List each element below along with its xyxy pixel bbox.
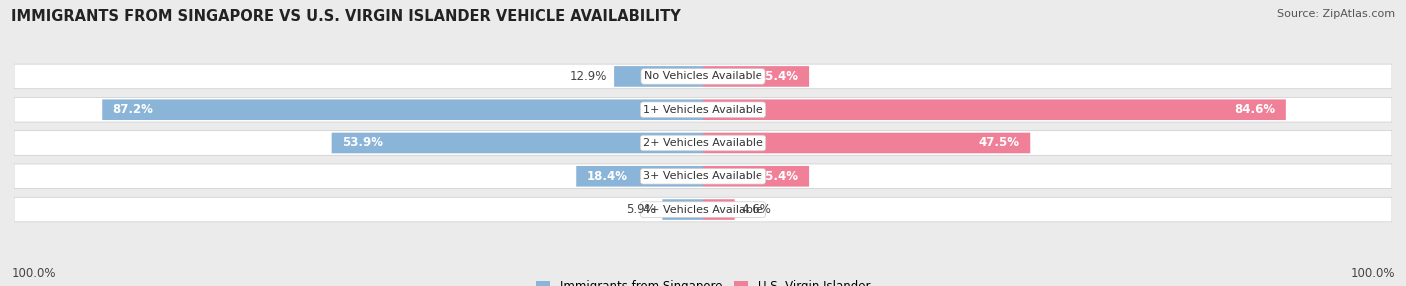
Text: 53.9%: 53.9% — [342, 136, 382, 150]
FancyBboxPatch shape — [576, 166, 703, 186]
Text: 15.4%: 15.4% — [758, 70, 799, 83]
Text: No Vehicles Available: No Vehicles Available — [644, 72, 762, 82]
FancyBboxPatch shape — [14, 98, 1392, 122]
Text: 5.9%: 5.9% — [626, 203, 655, 216]
Text: IMMIGRANTS FROM SINGAPORE VS U.S. VIRGIN ISLANDER VEHICLE AVAILABILITY: IMMIGRANTS FROM SINGAPORE VS U.S. VIRGIN… — [11, 9, 681, 23]
Text: 100.0%: 100.0% — [11, 267, 56, 280]
FancyBboxPatch shape — [332, 133, 703, 153]
Text: 87.2%: 87.2% — [112, 103, 153, 116]
Text: Source: ZipAtlas.com: Source: ZipAtlas.com — [1277, 9, 1395, 19]
Text: 15.4%: 15.4% — [758, 170, 799, 183]
FancyBboxPatch shape — [703, 133, 1031, 153]
FancyBboxPatch shape — [614, 66, 703, 87]
FancyBboxPatch shape — [703, 66, 808, 87]
FancyBboxPatch shape — [703, 100, 1286, 120]
FancyBboxPatch shape — [703, 199, 735, 220]
Text: 18.4%: 18.4% — [586, 170, 627, 183]
Text: 100.0%: 100.0% — [1350, 267, 1395, 280]
Legend: Immigrants from Singapore, U.S. Virgin Islander: Immigrants from Singapore, U.S. Virgin I… — [531, 276, 875, 286]
Text: 84.6%: 84.6% — [1234, 103, 1275, 116]
Text: 4.6%: 4.6% — [741, 203, 772, 216]
FancyBboxPatch shape — [14, 131, 1392, 155]
FancyBboxPatch shape — [103, 100, 703, 120]
Text: 2+ Vehicles Available: 2+ Vehicles Available — [643, 138, 763, 148]
Text: 47.5%: 47.5% — [979, 136, 1019, 150]
FancyBboxPatch shape — [662, 199, 703, 220]
Text: 3+ Vehicles Available: 3+ Vehicles Available — [643, 171, 763, 181]
Text: 1+ Vehicles Available: 1+ Vehicles Available — [643, 105, 763, 115]
FancyBboxPatch shape — [14, 64, 1392, 89]
Text: 12.9%: 12.9% — [569, 70, 607, 83]
FancyBboxPatch shape — [703, 166, 808, 186]
FancyBboxPatch shape — [14, 164, 1392, 188]
Text: 4+ Vehicles Available: 4+ Vehicles Available — [643, 204, 763, 214]
FancyBboxPatch shape — [14, 197, 1392, 222]
